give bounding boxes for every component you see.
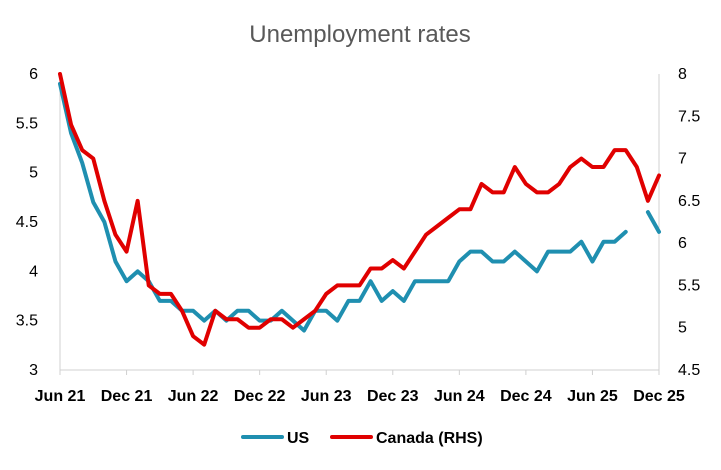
series-lines [58, 72, 661, 347]
legend: US Canada (RHS) [241, 430, 483, 447]
left-tick-label: 4.5 [16, 214, 38, 231]
x-tick-label: Dec 24 [500, 388, 552, 405]
legend-label-us: US [287, 430, 310, 447]
right-tick-label: 7 [678, 151, 687, 168]
left-tick-label: 4 [29, 263, 38, 280]
right-tick-label: 8 [678, 66, 687, 83]
x-tick-label: Jun 22 [168, 388, 219, 405]
x-tick-label: Jun 25 [567, 388, 618, 405]
left-tick-label: 3.5 [16, 313, 38, 330]
right-tick-label: 6.5 [678, 193, 700, 210]
legend-label-canada: Canada (RHS) [376, 430, 483, 447]
series-line-us [58, 81, 661, 333]
left-tick-label: 3 [29, 362, 38, 379]
x-tick-label: Dec 22 [234, 388, 286, 405]
x-tick-label: Dec 23 [367, 388, 419, 405]
x-axis-ticks: Jun 21 Dec 21 Jun 22 Dec 22 Jun 23 Dec 23 Jun … [35, 370, 685, 405]
axes [59, 74, 660, 371]
right-tick-label: 5.5 [678, 277, 700, 294]
right-tick-label: 4.5 [678, 362, 700, 379]
x-tick-label: Dec 21 [101, 388, 153, 405]
chart-title: Unemployment rates [249, 21, 470, 48]
left-tick-label: 6 [29, 66, 38, 83]
x-tick-label: Jun 24 [434, 388, 485, 405]
left-axis-ticks: 3 3.5 4 4.5 5 5.5 6 [16, 66, 38, 379]
right-tick-label: 6 [678, 235, 687, 252]
x-tick-label: Jun 23 [301, 388, 352, 405]
series-line-canada [58, 72, 661, 347]
right-axis-ticks: 4.5 5 5.5 6 6.5 7 7.5 8 [678, 66, 700, 379]
right-tick-label: 5 [678, 320, 687, 337]
right-tick-label: 7.5 [678, 108, 700, 125]
left-tick-label: 5 [29, 165, 38, 182]
left-tick-label: 5.5 [16, 115, 38, 132]
x-tick-label: Jun 21 [35, 388, 86, 405]
x-tick-label: Dec 25 [633, 388, 685, 405]
